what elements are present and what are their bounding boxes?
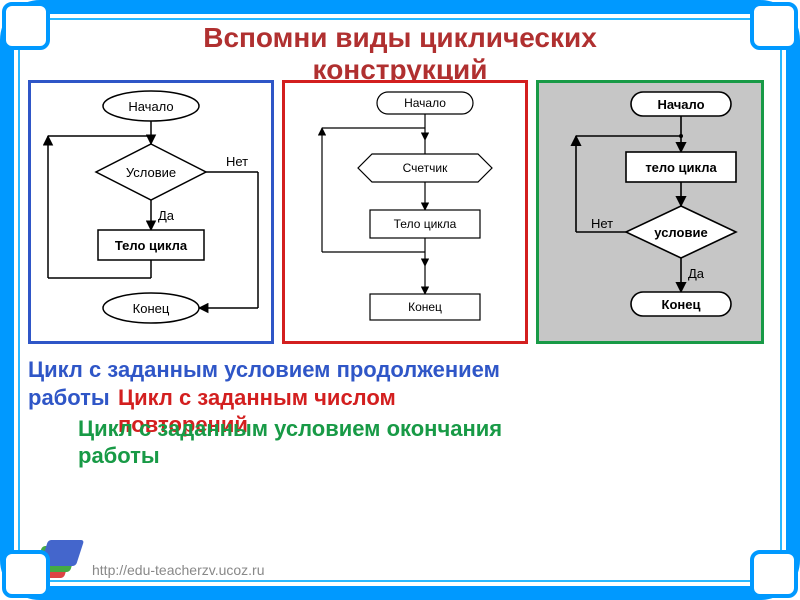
svg-text:Тело цикла: Тело цикла bbox=[394, 217, 457, 231]
corner-decor bbox=[750, 2, 798, 50]
svg-text:Начало: Начало bbox=[657, 97, 704, 112]
corner-decor bbox=[2, 550, 50, 598]
svg-text:Нет: Нет bbox=[591, 216, 613, 231]
svg-text:Конец: Конец bbox=[408, 300, 442, 314]
footer: http://edu-teacherzv.ucoz.ru 1 bbox=[32, 540, 768, 578]
footer-url: http://edu-teacherzv.ucoz.ru bbox=[92, 562, 265, 578]
slide-frame: Вспомни виды циклических конструкций Нач… bbox=[0, 0, 800, 600]
svg-text:Да: Да bbox=[688, 266, 705, 281]
caption-for-line1: Цикл с заданным числом bbox=[118, 384, 396, 412]
svg-text:Конец: Конец bbox=[662, 297, 701, 312]
svg-text:Нет: Нет bbox=[226, 154, 248, 169]
svg-text:Счетчик: Счетчик bbox=[403, 161, 449, 175]
slide-title: Вспомни виды циклических конструкций bbox=[28, 22, 772, 86]
svg-text:условие: условие bbox=[654, 225, 707, 240]
svg-text:Да: Да bbox=[158, 208, 175, 223]
slide-content: Вспомни виды циклических конструкций Нач… bbox=[14, 14, 786, 586]
flowchart-repeat: Начало тело цикла условие Нет bbox=[536, 80, 764, 344]
flowchart-for: Начало Счетчик Тело цикла bbox=[282, 80, 528, 344]
title-line1: Вспомни виды циклических bbox=[203, 22, 597, 53]
svg-text:Начало: Начало bbox=[128, 99, 173, 114]
captions-block: Цикл с заданным условием продолжением ра… bbox=[28, 356, 772, 470]
caption-while: Цикл с заданным условием продолжением ра… bbox=[28, 356, 772, 411]
caption-repeat: Цикл с заданным условием окончания работ… bbox=[78, 415, 772, 470]
corner-decor bbox=[750, 550, 798, 598]
corner-decor bbox=[2, 2, 50, 50]
svg-text:тело цикла: тело цикла bbox=[645, 160, 717, 175]
svg-text:Конец: Конец bbox=[133, 301, 170, 316]
svg-text:Тело цикла: Тело цикла bbox=[115, 238, 188, 253]
flowchart-while: Начало Условие Нет Да bbox=[28, 80, 274, 344]
flowcharts-row: Начало Условие Нет Да bbox=[28, 80, 772, 344]
svg-text:Условие: Условие bbox=[126, 165, 176, 180]
svg-text:Начало: Начало bbox=[404, 96, 446, 110]
